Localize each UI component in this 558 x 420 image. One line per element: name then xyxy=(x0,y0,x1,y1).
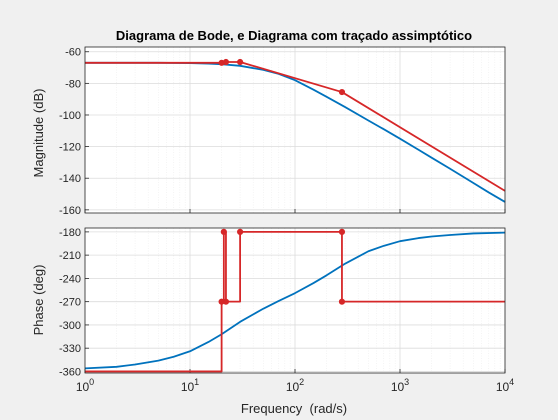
x-tick-label: 104 xyxy=(496,377,514,394)
phase-asymptote-point xyxy=(338,298,346,305)
magnitude-asymptote-point xyxy=(236,58,244,66)
magnitude-y-tick-label: -100 xyxy=(59,110,81,122)
phase-asymptote-point xyxy=(222,298,230,305)
phase-y-tick-label: -180 xyxy=(59,227,81,239)
phase-asymptote-point xyxy=(220,228,227,235)
phase-axes-box xyxy=(84,227,506,374)
phase-y-tick-label: -210 xyxy=(59,250,81,262)
x-axis-label: Frequency (rad/s) xyxy=(241,401,347,416)
phase-y-tick-label: -300 xyxy=(59,320,81,332)
x-tick-label: 102 xyxy=(286,377,304,394)
magnitude-axes: -60 -80 -100 -120 -140 -160 xyxy=(59,46,506,217)
phase-bode-line xyxy=(84,231,506,370)
phase-ylabel: Phase (deg) xyxy=(31,265,46,336)
phase-asymptote-line xyxy=(85,230,505,373)
phase-asymptote-point xyxy=(338,228,346,235)
phase-y-tick-label: -240 xyxy=(59,273,81,285)
figure-title: Diagrama de Bode, e Diagrama com traçado… xyxy=(116,28,472,43)
phase-y-tick-label: -330 xyxy=(59,343,81,355)
magnitude-y-tick-label: -120 xyxy=(59,142,81,154)
phase-y-tick-label: -270 xyxy=(59,297,81,309)
magnitude-asymptote-point xyxy=(222,58,230,66)
magnitude-asymptote-point xyxy=(338,88,346,96)
magnitude-y-tick-label: -140 xyxy=(59,173,81,185)
magnitude-y-tick-label: -60 xyxy=(65,47,81,59)
phase-asymptote-point xyxy=(236,228,244,235)
magnitude-y-tick-label: -80 xyxy=(65,78,81,90)
x-tick-label: 100 xyxy=(76,377,94,394)
magnitude-ylabel: Magnitude (dB) xyxy=(31,89,46,178)
x-tick-label: 101 xyxy=(181,377,199,394)
phase-y-tick-label: -360 xyxy=(59,366,81,378)
magnitude-y-tick-label: -160 xyxy=(59,205,81,217)
magnitude-axes-box xyxy=(84,46,506,214)
x-tick-label: 103 xyxy=(391,377,409,394)
